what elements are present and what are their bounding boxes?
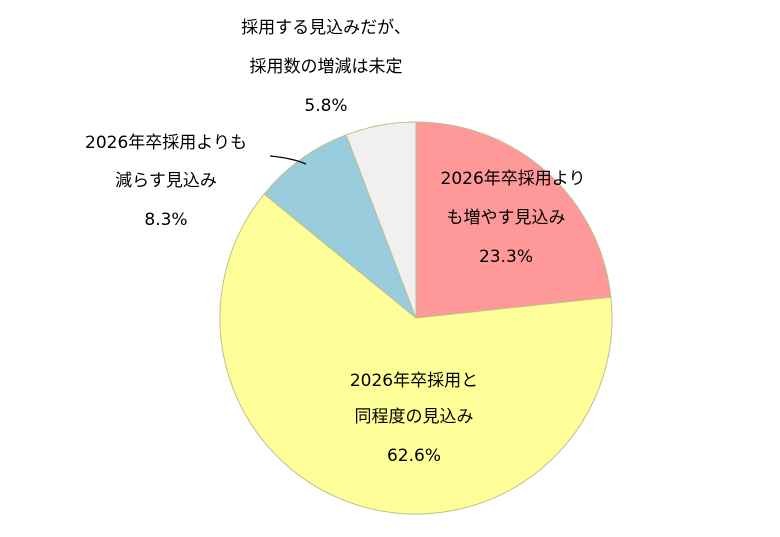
pie-slice-undecided bbox=[345, 121, 417, 319]
slice-label-undecided-line1: 採用する見込みだが、 bbox=[241, 18, 411, 38]
slice-label-decrease-line2: 減らす見込み bbox=[115, 171, 217, 191]
slice-label-decrease-line1: 2026年卒採用よりも bbox=[85, 133, 247, 153]
slice-value-increase: 23.3% bbox=[479, 247, 533, 267]
slice-label-same: 2026年卒採用と 同程度の見込み 62.6% bbox=[350, 371, 478, 466]
pie-slice-increase bbox=[415, 121, 612, 319]
slice-label-decrease: 2026年卒採用よりも 減らす見込み 8.3% bbox=[85, 133, 247, 230]
pie-slice-decrease bbox=[263, 134, 418, 320]
pie-slices bbox=[219, 121, 613, 515]
leader-line-decrease bbox=[269, 155, 307, 165]
slice-value-undecided: 5.8% bbox=[304, 96, 347, 116]
slice-label-same-line2: 同程度の見込み bbox=[355, 407, 474, 427]
slice-label-increase: 2026年卒採用より も増やす見込み 23.3% bbox=[441, 169, 586, 267]
slice-label-same-line1: 2026年卒採用と bbox=[350, 371, 478, 391]
slice-label-undecided-line2: 採用数の増減は未定 bbox=[250, 57, 403, 77]
slice-value-decrease: 8.3% bbox=[144, 210, 187, 230]
pie-slice-same bbox=[219, 193, 613, 515]
slice-label-undecided: 採用する見込みだが、 採用数の増減は未定 5.8% bbox=[241, 18, 411, 116]
slice-label-increase-line2: も増やす見込み bbox=[447, 208, 566, 228]
slice-label-increase-line1: 2026年卒採用より bbox=[441, 169, 586, 189]
slice-value-same: 62.6% bbox=[387, 446, 441, 466]
